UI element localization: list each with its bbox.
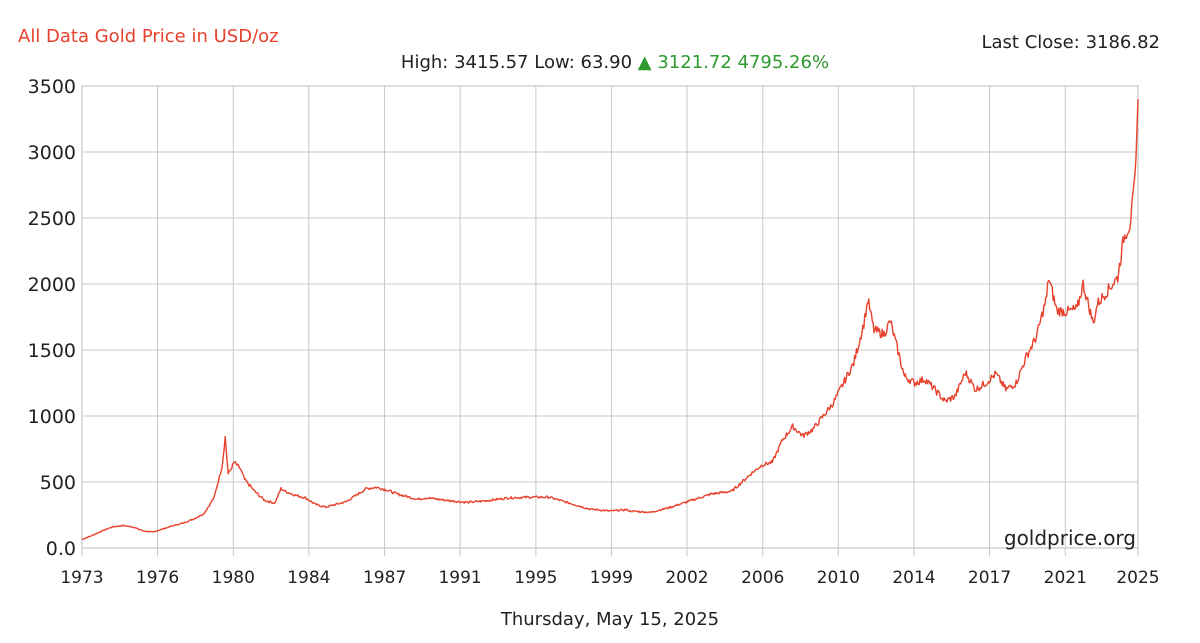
x-tick-label: 1984: [287, 568, 330, 588]
price-line: [81, 99, 1139, 541]
y-axis-labels: 0.0 500 1000 1500 2000 2500 3000 3500: [28, 76, 76, 560]
watermark: goldprice.org: [1004, 526, 1136, 550]
price-stats: High: 3415.57 Low: 63.90 ▲ 3121.72 4795.…: [0, 52, 1200, 73]
x-tick-label: 2014: [892, 568, 935, 588]
y-tick-label: 3500: [28, 76, 76, 98]
x-tick-label: 1999: [590, 568, 633, 588]
plot-border: [81, 85, 1139, 549]
x-axis-labels: 1973 1976 1980 1984 1987 1991 1995 1999 2002 2006…: [60, 568, 1159, 588]
chart-title: All Data Gold Price in USD/oz: [18, 26, 279, 47]
x-tick-label: 2017: [968, 568, 1011, 588]
x-tick-label: 1995: [514, 568, 557, 588]
chart-date: Thursday, May 15, 2025: [500, 609, 720, 630]
y-tick-label: 3000: [28, 142, 76, 164]
x-tick-label: 1987: [363, 568, 406, 588]
low-value: 63.90: [580, 52, 633, 73]
low-label: Low:: [534, 52, 575, 73]
up-arrow-icon: ▲: [637, 52, 652, 73]
y-tick-label: 500: [40, 472, 76, 494]
x-tick-label: 2006: [741, 568, 784, 588]
change-value: 3121.72: [657, 52, 732, 73]
x-tick-label: 1980: [212, 568, 255, 588]
y-tick-label: 2000: [28, 274, 76, 296]
x-tick-label: 2025: [1116, 568, 1159, 588]
y-tick-label: 1500: [28, 340, 76, 362]
x-tick-label: 1991: [438, 568, 481, 588]
last-close-value: 3186.82: [1085, 32, 1160, 53]
x-tick-label: 1973: [60, 568, 103, 588]
y-tick-label: 1000: [28, 406, 76, 428]
series-group: [81, 99, 1139, 541]
x-tick-label: 2021: [1044, 568, 1087, 588]
x-tick-label: 2010: [817, 568, 860, 588]
grid-lines: [81, 85, 1139, 556]
last-close-label: Last Close:: [981, 32, 1080, 53]
change-percent: 4795.26%: [737, 52, 830, 73]
high-value: 3415.57: [454, 52, 529, 73]
x-tick-label: 1976: [136, 568, 179, 588]
high-label: High:: [400, 52, 449, 73]
y-tick-label: 2500: [28, 208, 76, 230]
x-tick-label: 2002: [665, 568, 708, 588]
y-tick-label: 0.0: [46, 538, 76, 560]
last-close: Last Close: 3186.82: [982, 32, 1161, 53]
